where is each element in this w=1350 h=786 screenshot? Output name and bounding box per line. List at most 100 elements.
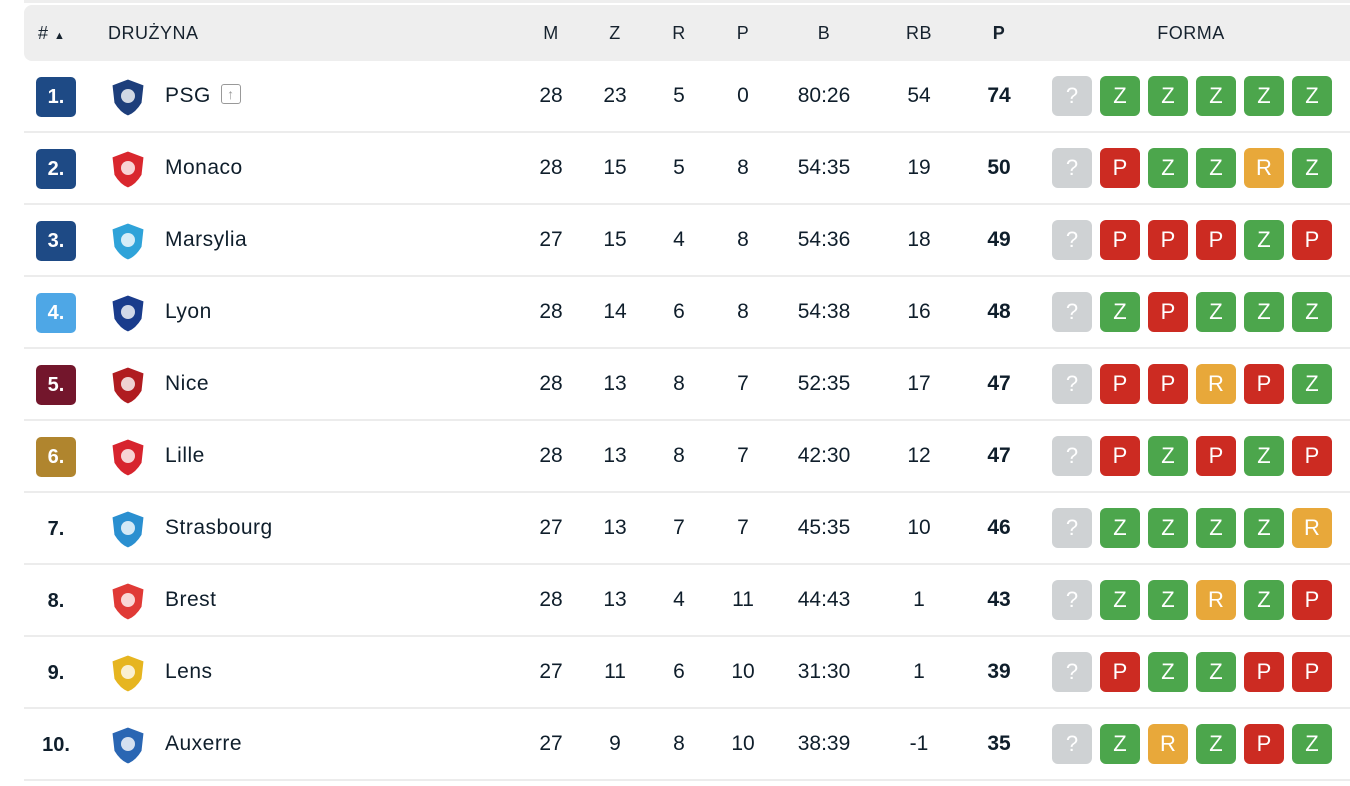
team-name-link[interactable]: Lyon — [165, 277, 212, 347]
team-name-link[interactable]: Lens — [165, 637, 213, 707]
draws-value: 5 — [673, 84, 685, 107]
form-result[interactable]: Z — [1244, 220, 1284, 260]
form-result[interactable]: R — [1292, 508, 1332, 548]
form-result[interactable]: Z — [1244, 76, 1284, 116]
matches-header[interactable]: M — [543, 23, 559, 43]
table-row[interactable]: 7. Strasbourg 27 13 7 7 45:35 10 46? Z Z Z Z R — [24, 493, 1350, 565]
team-name-link[interactable]: Strasbourg — [165, 493, 273, 563]
form-result[interactable]: Z — [1292, 148, 1332, 188]
form-result[interactable]: R — [1244, 148, 1284, 188]
team-name-link[interactable]: Auxerre — [165, 709, 242, 779]
form-result[interactable]: R — [1148, 724, 1188, 764]
table-row[interactable]: 9. Lens 27 11 6 10 31:30 1 39? P Z Z P P — [24, 637, 1350, 709]
form-result[interactable]: ? — [1052, 724, 1092, 764]
form-result[interactable]: ? — [1052, 508, 1092, 548]
goals-header[interactable]: B — [817, 23, 831, 43]
form-result[interactable]: ? — [1052, 220, 1092, 260]
team-name-link[interactable]: Monaco — [165, 133, 243, 203]
table-row[interactable]: 10. Auxerre 27 9 8 10 38:39 -1 35? Z R Z P Z — [24, 709, 1350, 781]
goals-value: 38:39 — [797, 732, 851, 755]
goal-diff-header[interactable]: RB — [905, 23, 933, 43]
form-result[interactable]: Z — [1148, 148, 1188, 188]
form-result[interactable]: Z — [1196, 652, 1236, 692]
table-row[interactable]: 1. PSG ↑ 28 23 5 0 80:26 54 74? Z Z Z Z Z — [24, 61, 1350, 133]
form-result[interactable]: Z — [1292, 76, 1332, 116]
form-result[interactable]: ? — [1052, 76, 1092, 116]
wins-header[interactable]: Z — [609, 23, 621, 43]
form-result[interactable]: Z — [1196, 724, 1236, 764]
form-result[interactable]: P — [1100, 652, 1140, 692]
form-result[interactable]: Z — [1196, 292, 1236, 332]
form-result[interactable]: Z — [1196, 148, 1236, 188]
team-name: Strasbourg — [165, 516, 273, 539]
sort-by-rank-header[interactable]: # ▲ — [38, 5, 65, 61]
form-result[interactable]: P — [1196, 220, 1236, 260]
wins-value: 15 — [603, 156, 627, 179]
form-result[interactable]: Z — [1244, 292, 1284, 332]
table-row[interactable]: 4. Lyon 28 14 6 8 54:38 16 48? Z P Z Z Z — [24, 277, 1350, 349]
form-result[interactable]: R — [1196, 580, 1236, 620]
form-result[interactable]: P — [1292, 220, 1332, 260]
form-result[interactable]: Z — [1100, 580, 1140, 620]
form-result[interactable]: Z — [1148, 652, 1188, 692]
team-name-link[interactable]: Brest — [165, 565, 217, 635]
form-result[interactable]: P — [1100, 220, 1140, 260]
table-row[interactable]: 5. Nice 28 13 8 7 52:35 17 47? P P R P Z — [24, 349, 1350, 421]
form-result[interactable]: P — [1196, 436, 1236, 476]
form-result[interactable]: P — [1292, 436, 1332, 476]
team-name-link[interactable]: PSG ↑ — [165, 61, 241, 131]
table-row[interactable]: 8. Brest 28 13 4 11 44:43 1 43? Z Z R Z P — [24, 565, 1350, 637]
form-result[interactable]: Z — [1100, 76, 1140, 116]
form-result[interactable]: Z — [1148, 508, 1188, 548]
form-result[interactable]: P — [1148, 292, 1188, 332]
form-result[interactable]: Z — [1292, 292, 1332, 332]
losses-header[interactable]: P — [736, 23, 750, 43]
table-row[interactable]: 3. Marsylia 27 15 4 8 54:36 18 49? P P P Z P — [24, 205, 1350, 277]
form-result[interactable]: P — [1148, 364, 1188, 404]
team-name-link[interactable]: Nice — [165, 349, 209, 419]
form-result[interactable]: Z — [1244, 508, 1284, 548]
form-result[interactable]: P — [1244, 652, 1284, 692]
draws-value: 6 — [673, 660, 685, 683]
form-result[interactable]: P — [1244, 724, 1284, 764]
form-result[interactable]: ? — [1052, 436, 1092, 476]
wins-value: 14 — [603, 300, 627, 323]
points-value: 43 — [987, 588, 1011, 611]
form-result[interactable]: R — [1196, 364, 1236, 404]
form-result[interactable]: Z — [1292, 724, 1332, 764]
form-result[interactable]: P — [1100, 148, 1140, 188]
points-header[interactable]: P — [992, 23, 1006, 43]
form-result[interactable]: Z — [1148, 436, 1188, 476]
form-result[interactable]: ? — [1052, 148, 1092, 188]
draws-header[interactable]: R — [672, 23, 686, 43]
form-result[interactable]: Z — [1148, 76, 1188, 116]
form-result[interactable]: P — [1292, 580, 1332, 620]
form-result[interactable]: P — [1100, 364, 1140, 404]
team-name-link[interactable]: Lille — [165, 421, 205, 491]
form-result[interactable]: Z — [1196, 76, 1236, 116]
table-row[interactable]: 2. Monaco 28 15 5 8 54:35 19 50? P Z Z R Z — [24, 133, 1350, 205]
form-result[interactable]: Z — [1196, 508, 1236, 548]
form-result[interactable]: ? — [1052, 364, 1092, 404]
form-result[interactable]: Z — [1100, 724, 1140, 764]
form-result[interactable]: ? — [1052, 580, 1092, 620]
team-logo-icon — [111, 222, 145, 261]
goal-diff-value: 10 — [907, 516, 931, 539]
form-result[interactable]: Z — [1244, 580, 1284, 620]
form-result[interactable]: Z — [1244, 436, 1284, 476]
form-result[interactable]: Z — [1100, 292, 1140, 332]
form-result[interactable]: ? — [1052, 292, 1092, 332]
rank-badge: 5. — [36, 365, 76, 405]
team-name-link[interactable]: Marsylia — [165, 205, 247, 275]
form-result[interactable]: Z — [1148, 580, 1188, 620]
team-header[interactable]: DRUŻYNA — [108, 23, 199, 43]
form-result[interactable]: ? — [1052, 652, 1092, 692]
form-result[interactable]: P — [1100, 436, 1140, 476]
form-result[interactable]: P — [1292, 652, 1332, 692]
form-result[interactable]: P — [1244, 364, 1284, 404]
form-result[interactable]: P — [1148, 220, 1188, 260]
draws-value: 8 — [673, 732, 685, 755]
form-result[interactable]: Z — [1292, 364, 1332, 404]
form-result[interactable]: Z — [1100, 508, 1140, 548]
table-row[interactable]: 6. Lille 28 13 8 7 42:30 12 47? P Z P Z P — [24, 421, 1350, 493]
